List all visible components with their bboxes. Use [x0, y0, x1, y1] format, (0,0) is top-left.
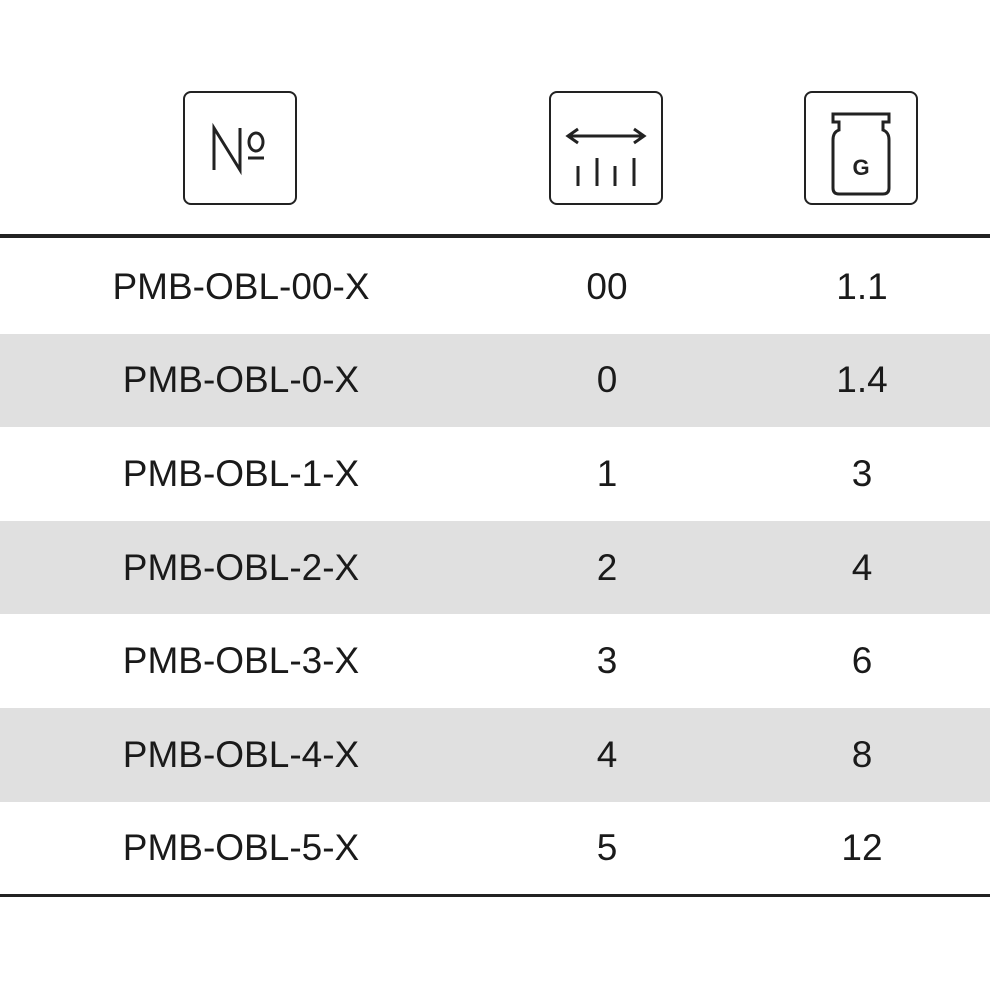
weight-cell: 12 [841, 827, 883, 869]
table-row: PMB-OBL-3-X 3 6 [0, 614, 990, 708]
model-cell: PMB-OBL-3-X [122, 640, 360, 682]
weight-cell: 1.1 [836, 265, 888, 307]
size-ruler-icon [549, 91, 663, 205]
size-cell: 1 [596, 452, 618, 494]
model-cell: PMB-OBL-0-X [122, 359, 360, 401]
table-row: PMB-OBL-00-X 00 1.1 [0, 240, 990, 334]
size-cell: 00 [586, 265, 628, 307]
weight-cell: 6 [851, 640, 873, 682]
size-cell: 2 [596, 546, 618, 588]
weight-cell: 1.4 [836, 359, 888, 401]
table-row: PMB-OBL-4-X 4 8 [0, 707, 990, 802]
model-cell: PMB-OBL-00-X [112, 265, 370, 307]
model-cell: PMB-OBL-1-X [122, 452, 360, 494]
header-rule [0, 234, 990, 238]
weight-cell: 4 [851, 546, 873, 588]
size-cell: 4 [596, 733, 618, 775]
footer-rule [0, 894, 990, 897]
svg-text:G: G [852, 155, 869, 180]
table-row: PMB-OBL-5-X 5 12 [0, 802, 990, 896]
table-row: PMB-OBL-1-X 1 3 [0, 427, 990, 521]
table-row: PMB-OBL-2-X 2 4 [0, 520, 990, 615]
model-cell: PMB-OBL-5-X [122, 827, 360, 869]
weight-cell: 3 [851, 452, 873, 494]
table-row: PMB-OBL-0-X 0 1.4 [0, 333, 990, 428]
spec-table: PMB-OBL-00-X 00 1.1 PMB-OBL-0-X 0 1.4 PMB-OBL-… [0, 240, 990, 895]
model-cell: PMB-OBL-4-X [122, 733, 360, 775]
number-sign-icon [183, 91, 297, 205]
weight-icon: G [804, 91, 918, 205]
size-cell: 5 [596, 827, 618, 869]
size-cell: 0 [596, 359, 618, 401]
model-cell: PMB-OBL-2-X [122, 546, 360, 588]
weight-cell: 8 [851, 733, 873, 775]
size-cell: 3 [596, 640, 618, 682]
